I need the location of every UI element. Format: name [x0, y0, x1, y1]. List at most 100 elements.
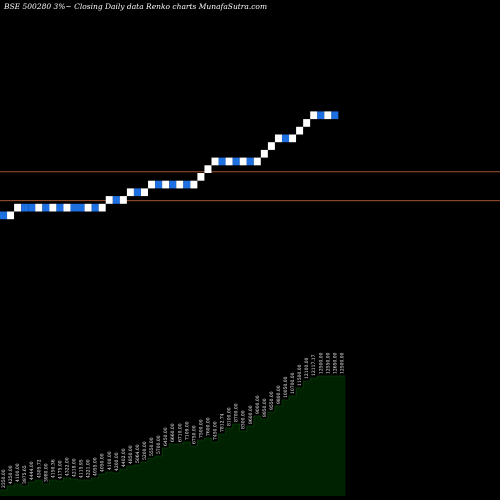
volume-label: 4444.00 — [29, 461, 35, 480]
renko-brick — [260, 149, 268, 158]
volume-label: 2350.00 — [1, 469, 7, 488]
renko-brick — [246, 157, 254, 166]
volume-label: 8300.00 — [241, 410, 247, 429]
volume-label: 10700.00 — [290, 372, 296, 394]
volume-label: 4402.00 — [121, 448, 127, 467]
renko-brick — [331, 111, 339, 120]
renko-brick — [176, 180, 184, 189]
volume-label: 4250.00 — [8, 465, 14, 484]
renko-brick — [7, 211, 15, 220]
renko-brick — [282, 134, 289, 143]
volume-label: 7500.00 — [198, 419, 204, 438]
renko-brick — [133, 188, 141, 197]
renko-brick — [70, 203, 78, 212]
volume-label: 5700.00 — [156, 435, 162, 454]
renko-brick — [317, 111, 325, 120]
volume-label: 4050.00 — [100, 453, 106, 472]
renko-brick — [63, 203, 71, 212]
renko-brick — [197, 173, 205, 181]
renko-brick — [310, 111, 318, 120]
renko-brick — [84, 203, 92, 212]
renko-brick — [98, 203, 106, 212]
volume-label: 4322.00 — [64, 457, 70, 476]
renko-brick — [155, 180, 163, 189]
renko-brick — [169, 180, 177, 189]
volume-label: 7450.00 — [213, 421, 219, 440]
volume-area — [0, 375, 346, 496]
volume-label: 5200.00 — [142, 441, 148, 460]
renko-brick — [126, 188, 134, 197]
volume-label: 7600.00 — [205, 417, 211, 436]
renko-brick — [105, 196, 113, 204]
renko-brick — [289, 134, 297, 143]
volume-label: 4175.00 — [57, 460, 63, 479]
volume-label: 7109.00 — [184, 421, 190, 440]
volume-label: 4100.00 — [15, 463, 21, 482]
renko-brick — [324, 111, 332, 120]
volume-label: 4221.00 — [86, 459, 92, 478]
volume-label: 12500.00 — [339, 352, 345, 374]
volume-label: 5550.00 — [149, 437, 155, 456]
volume-label: 9800.00 — [276, 385, 282, 404]
renko-brick — [204, 165, 212, 173]
volume-label: 12117.17 — [311, 354, 317, 376]
renko-brick — [35, 203, 43, 212]
renko-brick — [211, 157, 219, 166]
renko-brick — [267, 142, 275, 150]
renko-brick — [148, 180, 156, 189]
renko-brick — [77, 203, 85, 212]
volume-label: 4200.00 — [114, 452, 120, 471]
renko-brick — [225, 157, 233, 166]
volume-label: 12650.00 — [332, 352, 338, 374]
volume-outline — [0, 375, 346, 491]
volume-label: 10050.00 — [283, 376, 289, 398]
renko-bricks — [0, 111, 339, 220]
renko-brick — [14, 203, 22, 212]
renko-brick — [28, 203, 36, 212]
volume-label: 4218.00 — [72, 458, 78, 477]
volume-label: 4115.95 — [79, 459, 85, 478]
volume-label: 8600.00 — [248, 405, 254, 424]
renko-brick — [112, 196, 120, 204]
volume-label: 12500.00 — [318, 352, 324, 374]
volume-label: 12550.00 — [325, 352, 331, 374]
volume-label: 6710.00 — [177, 423, 183, 442]
renko-brick — [162, 180, 170, 189]
volume-label: 7812.74 — [220, 413, 226, 432]
chart-title: BSE 500280 3%~ Closing Daily data Renko … — [3, 2, 267, 11]
renko-brick — [141, 188, 148, 197]
renko-brick — [232, 157, 240, 166]
volume-label: 9000.00 — [255, 395, 261, 414]
volume-label: 3980.00 — [43, 463, 49, 482]
volume-label: 12100.00 — [304, 357, 310, 379]
volume-label: 4505.72 — [36, 459, 42, 478]
renko-brick — [42, 203, 50, 212]
renko-brick — [56, 203, 64, 212]
volume-label: 4055.00 — [93, 457, 99, 476]
volume-label: 4150.36 — [50, 459, 56, 478]
volume-label: 4100.00 — [107, 451, 113, 470]
renko-brick — [91, 203, 99, 212]
volume-label: 8700.00 — [234, 403, 240, 422]
volume-label: 8100.00 — [227, 407, 233, 426]
renko-brick — [119, 196, 127, 204]
volume-labels: 2350.00 4250.00 4100.00 3975.65 4444.00 4505.… — [1, 352, 345, 488]
renko-brick — [296, 126, 304, 135]
volume-label: 6750.00 — [191, 425, 197, 444]
volume-label: 4850.00 — [128, 445, 134, 464]
renko-brick — [190, 180, 198, 189]
volume-label: 9550.00 — [269, 391, 275, 410]
volume-label: 5064.00 — [135, 444, 141, 463]
volume-label: 3975.65 — [22, 465, 28, 484]
renko-brick — [274, 134, 282, 143]
volume-label: 6450.00 — [163, 427, 169, 446]
renko-brick — [183, 180, 191, 189]
renko-brick — [218, 157, 226, 166]
renko-brick — [303, 119, 311, 127]
reference-lines — [0, 171, 500, 202]
renko-brick — [253, 157, 261, 166]
volume-label: 11500.00 — [297, 364, 303, 386]
renko-brick — [21, 203, 29, 212]
